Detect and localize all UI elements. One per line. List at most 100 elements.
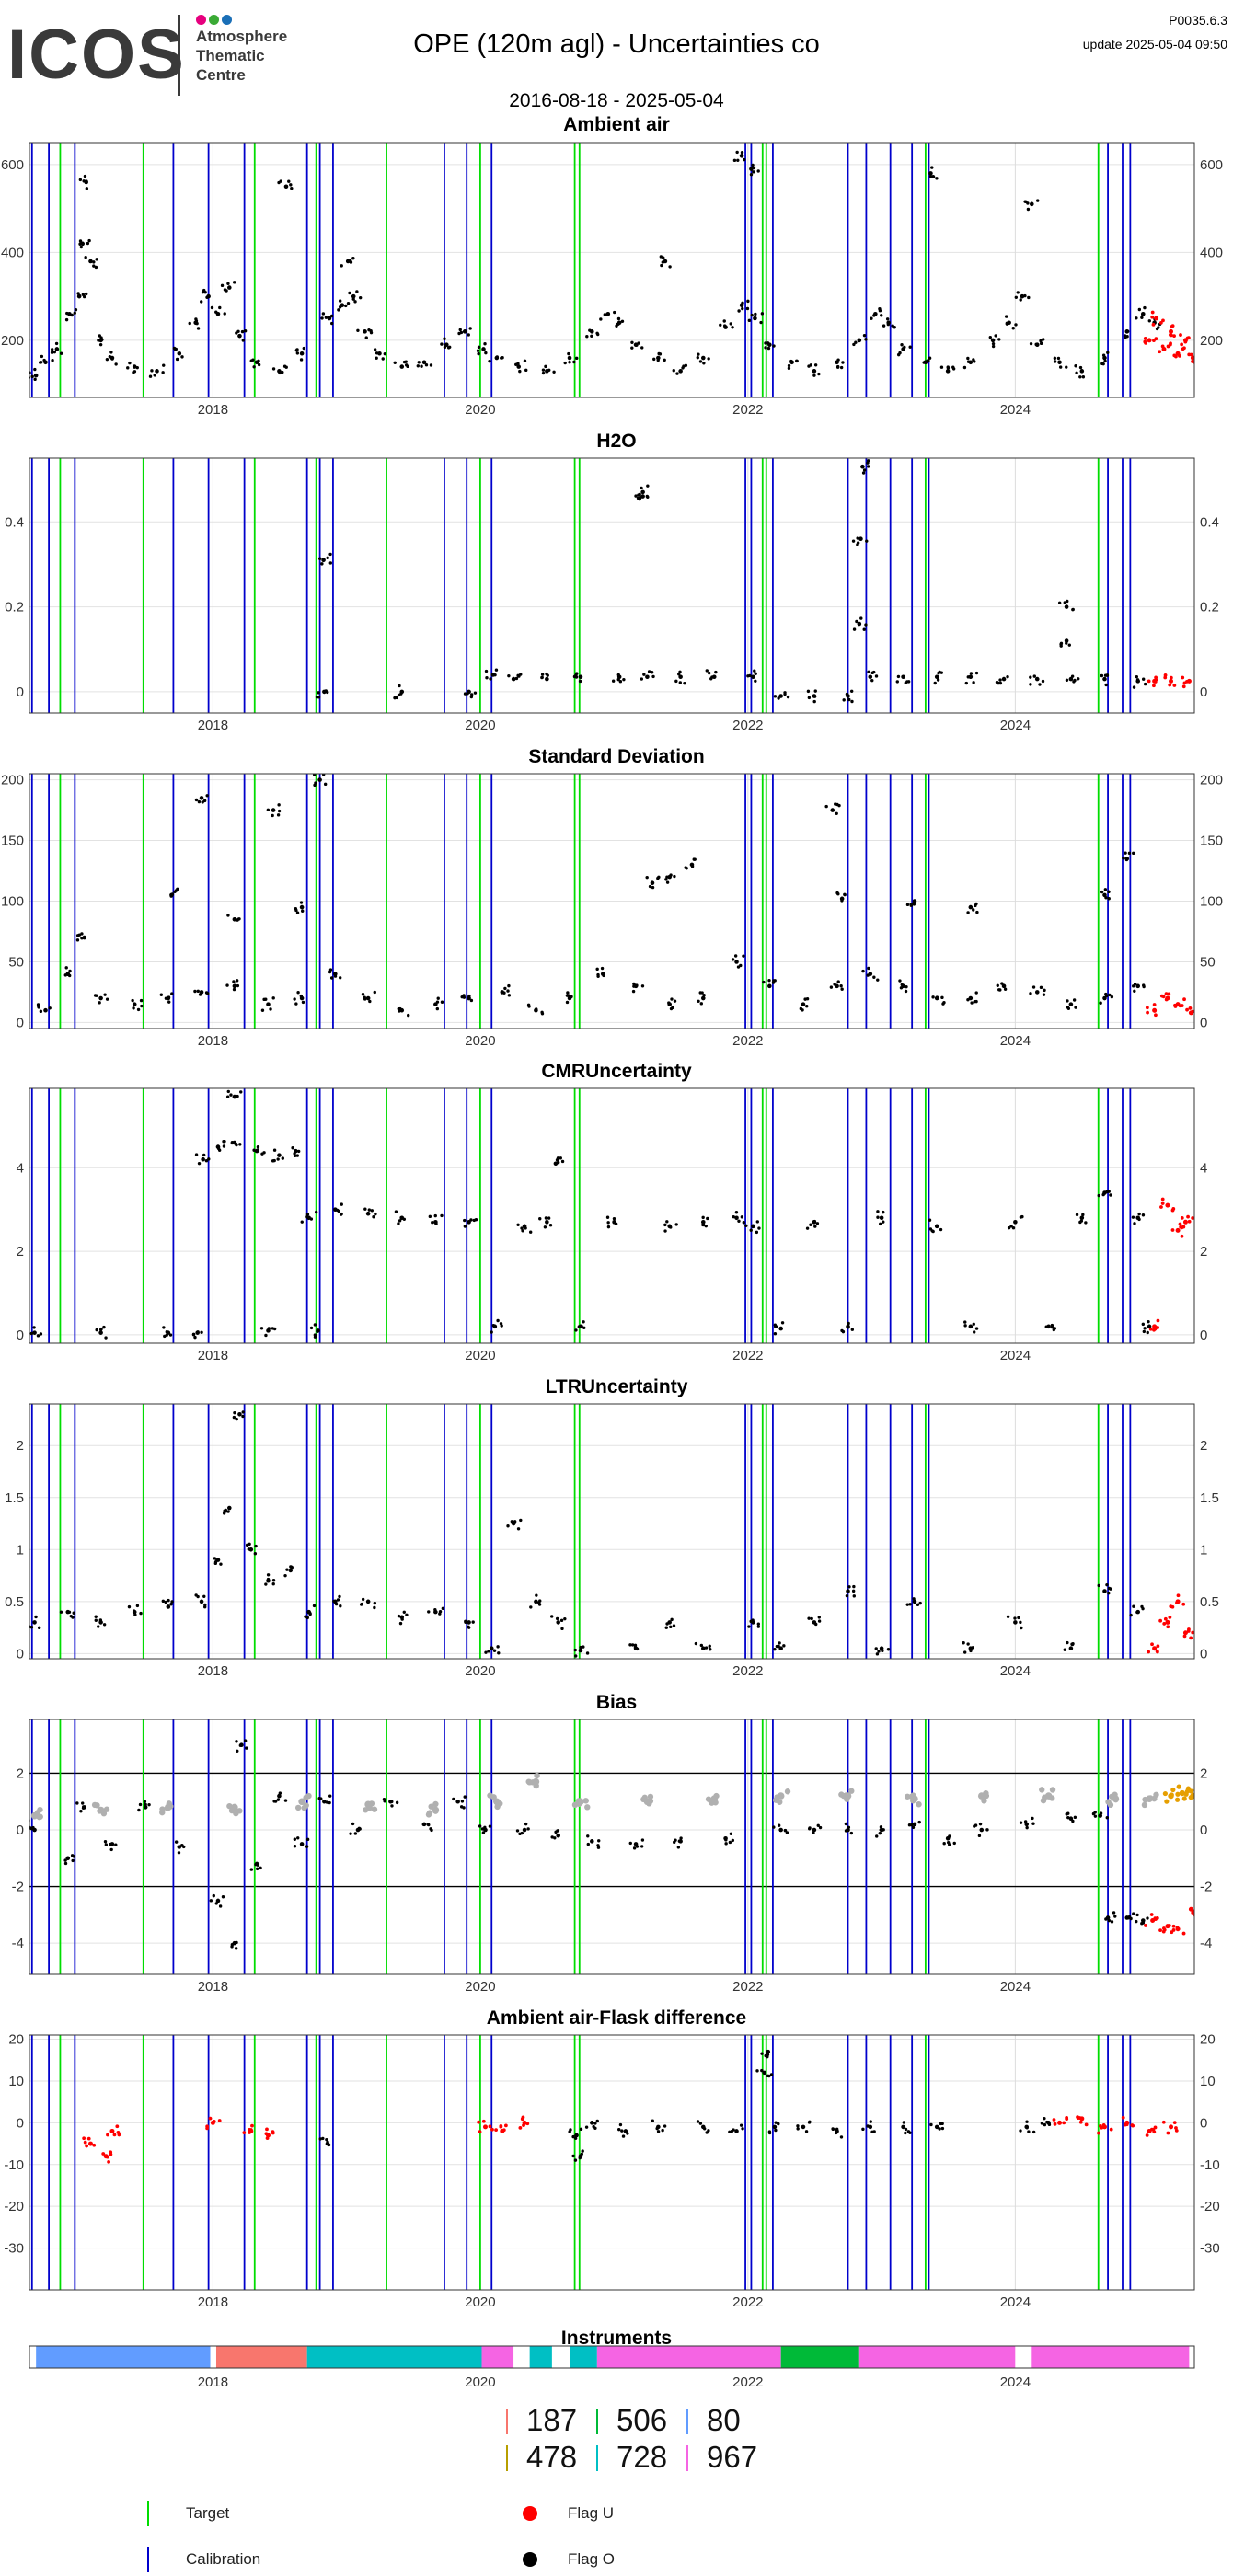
data-point-jitter	[876, 978, 880, 982]
data-point-jitter	[972, 681, 975, 684]
reference-point-jitter	[904, 1793, 911, 1800]
flag-u-point-jitter	[1146, 1010, 1149, 1015]
data-point-jitter	[169, 1603, 173, 1606]
panel-title: Ambient air	[563, 114, 670, 135]
data-point-jitter	[1019, 1620, 1022, 1625]
data-point-jitter	[1123, 334, 1127, 338]
logo-dot-blue	[222, 15, 232, 25]
data-point-jitter	[1075, 1213, 1079, 1217]
data-point-jitter	[1127, 851, 1132, 856]
data-point-jitter	[230, 1943, 235, 1947]
data-point-jitter	[271, 813, 274, 818]
data-point-jitter	[78, 239, 83, 243]
x-tick-label: 2018	[198, 1033, 228, 1049]
data-point-jitter	[783, 1828, 788, 1833]
x-tick-label: 2022	[732, 402, 763, 418]
data-point-jitter	[935, 995, 939, 999]
flag-u-point-jitter	[525, 2122, 530, 2126]
data-point-jitter	[780, 1321, 785, 1325]
data-point	[43, 1007, 48, 1013]
data-point-jitter	[931, 175, 935, 178]
data-point-jitter	[293, 1837, 297, 1841]
data-point-jitter	[670, 997, 674, 1001]
data-point-jitter	[316, 1329, 319, 1333]
data-point-jitter	[807, 696, 812, 700]
data-point-jitter	[51, 359, 54, 362]
data-point-jitter	[651, 674, 655, 679]
reference-point-jitter	[303, 1794, 309, 1801]
data-point-jitter	[1066, 999, 1069, 1003]
data-point-jitter	[323, 782, 328, 787]
data-point-jitter	[1146, 1330, 1149, 1335]
data-point-jitter	[1105, 673, 1110, 677]
data-point-jitter	[202, 1153, 206, 1157]
reference-point-jitter	[575, 1798, 582, 1804]
data-point-jitter	[616, 316, 621, 321]
data-point-jitter	[704, 1646, 709, 1650]
data-point-jitter	[1040, 2122, 1044, 2125]
logo-subtitle-line-3: Centre	[196, 66, 246, 84]
data-point-jitter	[59, 351, 63, 355]
recent-point-jitter	[1164, 1799, 1170, 1804]
data-point-jitter	[1071, 1819, 1075, 1823]
data-point-jitter	[338, 299, 342, 303]
reference-point-jitter	[526, 1779, 533, 1786]
instrument-counts: 187 506 80 478 728 967	[506, 2403, 837, 2488]
data-point-jitter	[161, 1599, 166, 1604]
instrument-segment	[29, 2346, 37, 2368]
data-point	[483, 1827, 488, 1833]
data-point-jitter	[774, 2128, 778, 2133]
data-point-jitter	[300, 1220, 304, 1224]
flag-u-point-jitter	[503, 2123, 508, 2128]
data-point-jitter	[256, 1145, 260, 1149]
flag-u-point-jitter	[1156, 1326, 1160, 1329]
data-point-jitter	[135, 365, 139, 370]
reference-point-jitter	[1049, 1795, 1055, 1801]
reference-point-jitter	[712, 1800, 719, 1806]
data-point-jitter	[38, 361, 42, 364]
data-point-jitter	[582, 1326, 586, 1330]
y-tick-label-right: 50	[1200, 954, 1216, 970]
data-point-jitter	[969, 672, 974, 675]
data-point-jitter	[216, 312, 221, 316]
data-point-jitter	[878, 1222, 882, 1226]
data-point-jitter	[364, 336, 368, 339]
flag-u-point-jitter	[1164, 992, 1169, 996]
y-tick-label-left: 50	[8, 954, 24, 970]
data-point-jitter	[1106, 351, 1110, 355]
data-point-jitter	[375, 356, 378, 360]
data-point	[201, 1156, 205, 1162]
reference-point-jitter	[843, 1792, 849, 1799]
x-tick-label: 2018	[198, 1663, 228, 1679]
data-point-jitter	[628, 1643, 632, 1647]
flag-u-point-jitter	[208, 2116, 213, 2121]
data-point	[934, 2124, 939, 2130]
data-point	[462, 329, 467, 334]
flag-u-point-jitter	[1175, 1926, 1180, 1930]
flag-u-point-jitter	[106, 2155, 109, 2159]
data-point-jitter	[1006, 674, 1009, 679]
y-tick-label-left: 150	[1, 834, 24, 849]
data-point-jitter	[677, 1839, 682, 1843]
data-point-jitter	[1103, 359, 1107, 363]
data-point-jitter	[182, 1845, 186, 1849]
data-point-jitter	[328, 552, 332, 557]
data-point-jitter	[809, 1223, 812, 1226]
data-point-jitter	[701, 1223, 706, 1227]
data-point-jitter	[952, 1841, 956, 1846]
data-point-jitter	[813, 689, 817, 693]
data-point-jitter	[974, 903, 977, 908]
data-point-jitter	[289, 1565, 293, 1569]
data-point	[968, 674, 974, 680]
data-point-jitter	[513, 1520, 517, 1524]
data-point-jitter	[880, 314, 883, 317]
data-point-jitter	[202, 1594, 206, 1598]
data-point-jitter	[1065, 641, 1068, 645]
flag-u-point-jitter	[205, 2126, 210, 2131]
data-point-jitter	[616, 322, 619, 327]
data-point-jitter	[891, 324, 894, 328]
data-point-jitter	[851, 539, 856, 543]
data-point-jitter	[128, 361, 132, 365]
data-point-jitter	[1100, 673, 1104, 678]
